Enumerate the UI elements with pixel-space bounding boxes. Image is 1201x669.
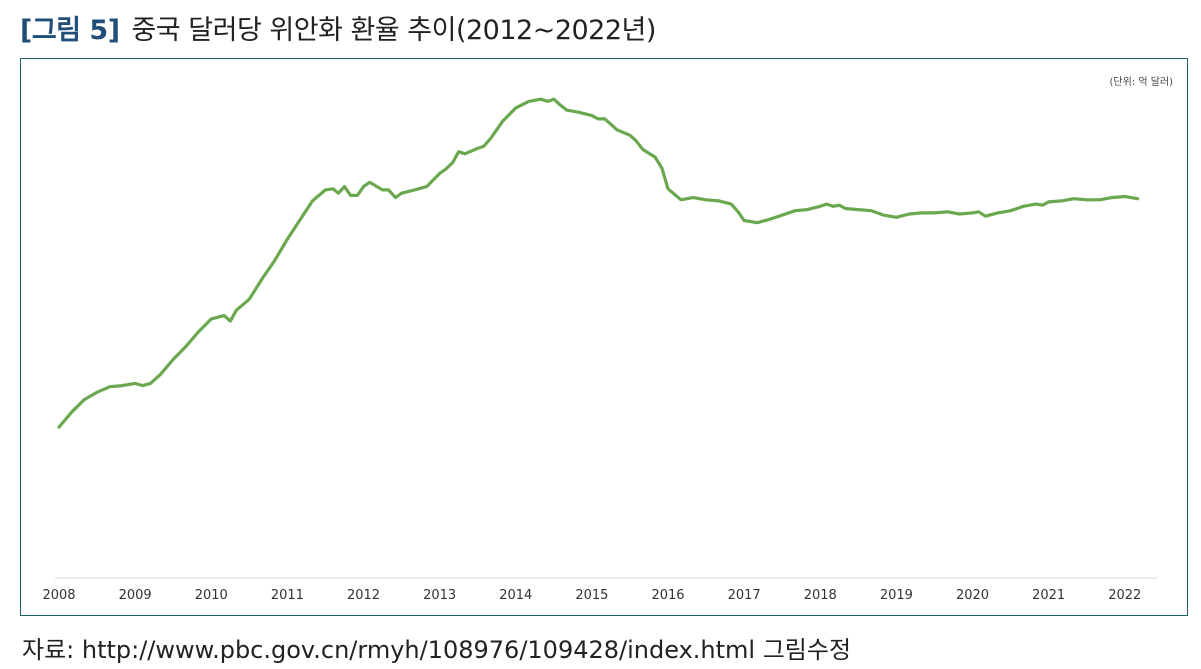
x-tick-label-2021: 2021: [1032, 588, 1065, 603]
x-tick-label-2014: 2014: [499, 588, 532, 603]
x-tick-label-2015: 2015: [575, 588, 608, 603]
figure-title: [그림 5] 중국 달러당 위안화 환율 추이(2012~2022년): [20, 8, 656, 47]
chart-frame: (단위: 억 달러) 2008 2009 2010 2011 2012 2013 2014 2…: [20, 58, 1188, 616]
unit-label: (단위: 억 달러): [1109, 77, 1173, 88]
x-tick-label-2013: 2013: [423, 588, 456, 603]
x-tick-label-2016: 2016: [651, 588, 684, 603]
figure-number: [그림 5]: [20, 15, 120, 46]
series-line-0: [57, 97, 1140, 429]
x-tick-label-2020: 2020: [956, 588, 989, 603]
x-tick-label-2018: 2018: [804, 588, 837, 603]
x-tick-label-2011: 2011: [271, 588, 304, 603]
x-tick-label-2010: 2010: [195, 588, 228, 603]
line-chart: 2008 2009 2010 2011 2012 2013 2014 2015 2016 2017…: [42, 97, 1157, 603]
x-tick-label-2012: 2012: [347, 588, 380, 603]
x-tick-label-2009: 2009: [119, 588, 152, 603]
source-note: 자료: http://www.pbc.gov.cn/rmyh/108976/10…: [22, 636, 852, 664]
x-tick-label-2022: 2022: [1108, 588, 1141, 603]
x-tick-label-2008: 2008: [42, 588, 75, 603]
figure-caption: 중국 달러당 위안화 환율 추이(2012~2022년): [131, 15, 657, 46]
x-tick-label-2019: 2019: [880, 588, 913, 603]
x-tick-label-2017: 2017: [728, 588, 761, 603]
